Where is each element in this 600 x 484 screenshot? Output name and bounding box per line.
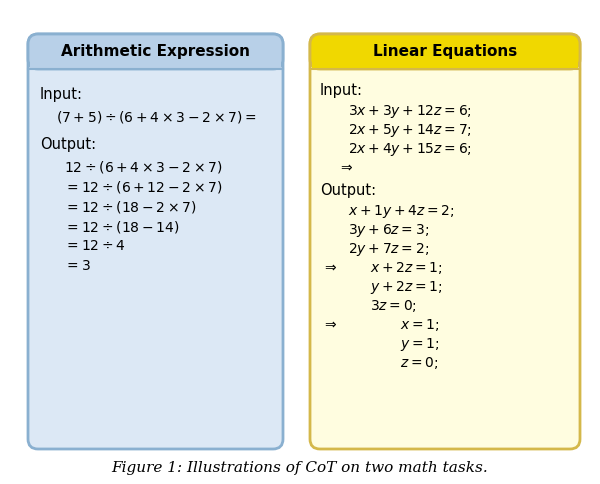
Text: $2x + 5y + 14z = 7;$: $2x + 5y + 14z = 7;$ [348,122,472,139]
FancyBboxPatch shape [28,34,283,69]
Text: Input:: Input: [40,87,83,102]
Text: $2x + 4y + 15z = 6;$: $2x + 4y + 15z = 6;$ [348,141,472,158]
Text: $= 12 \div (18 - 2 \times 7)$: $= 12 \div (18 - 2 \times 7)$ [64,199,197,215]
FancyBboxPatch shape [310,34,580,69]
Text: $x + 1y + 4z = 2;$: $x + 1y + 4z = 2;$ [348,203,455,220]
FancyBboxPatch shape [28,34,283,449]
Text: $\Rightarrow$: $\Rightarrow$ [338,160,353,174]
Bar [30,51,281,69]
FancyBboxPatch shape [310,34,580,449]
Text: Figure 1: Illustrations of CoT on two math tasks.: Figure 1: Illustrations of CoT on two ma… [112,461,488,475]
Text: $\Rightarrow$: $\Rightarrow$ [322,260,338,274]
Text: $x + 2z = 1;$: $x + 2z = 1;$ [370,260,443,276]
Text: $y + 2z = 1;$: $y + 2z = 1;$ [370,279,443,296]
Text: $2y + 7z = 2;$: $2y + 7z = 2;$ [348,241,429,258]
Text: $3y + 6z = 3;$: $3y + 6z = 3;$ [348,222,429,239]
Text: $3x + 3y + 12z = 6;$: $3x + 3y + 12z = 6;$ [348,103,472,120]
Text: Output:: Output: [40,137,96,152]
Text: $3z = 0;$: $3z = 0;$ [370,298,417,314]
Text: $z = 0;$: $z = 0;$ [400,355,438,371]
Text: $= 12 \div 4$: $= 12 \div 4$ [64,239,126,253]
Text: $12 \div (6+4 \times 3 - 2 \times 7)$: $12 \div (6+4 \times 3 - 2 \times 7)$ [64,159,223,175]
Text: $= 12 \div (18-14)$: $= 12 \div (18-14)$ [64,219,179,235]
Text: Arithmetic Expression: Arithmetic Expression [61,44,250,59]
Text: Output:: Output: [320,183,376,198]
Text: Input:: Input: [320,83,363,98]
Text: $\Rightarrow$: $\Rightarrow$ [322,317,338,331]
Text: $= 3$: $= 3$ [64,259,91,273]
Text: $(7+5) \div (6+4 \times 3 - 2 \times 7) =$: $(7+5) \div (6+4 \times 3 - 2 \times 7) … [56,109,256,125]
Text: $y = 1;$: $y = 1;$ [400,336,439,353]
Bar [312,51,578,69]
Text: Linear Equations: Linear Equations [373,44,517,59]
Text: $x = 1;$: $x = 1;$ [400,317,439,333]
Text: $= 12 \div (6+12 - 2 \times 7)$: $= 12 \div (6+12 - 2 \times 7)$ [64,179,223,195]
